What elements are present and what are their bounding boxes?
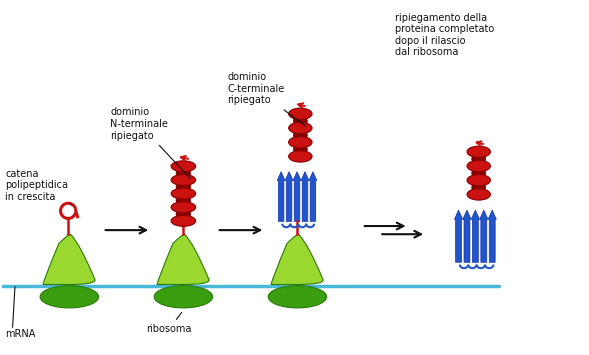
Ellipse shape <box>171 215 196 226</box>
Ellipse shape <box>40 286 98 308</box>
Ellipse shape <box>176 209 191 219</box>
Ellipse shape <box>176 168 191 178</box>
Ellipse shape <box>171 202 196 213</box>
Ellipse shape <box>472 168 486 178</box>
Ellipse shape <box>289 108 312 120</box>
FancyArrow shape <box>471 210 479 262</box>
Ellipse shape <box>176 196 191 205</box>
Text: mRNA: mRNA <box>5 329 35 339</box>
FancyArrow shape <box>293 172 301 222</box>
PathPatch shape <box>271 234 323 284</box>
FancyArrow shape <box>277 172 285 222</box>
Ellipse shape <box>293 130 307 140</box>
Ellipse shape <box>289 137 312 148</box>
PathPatch shape <box>43 234 95 284</box>
Ellipse shape <box>467 175 491 186</box>
PathPatch shape <box>157 234 209 284</box>
Ellipse shape <box>472 182 486 192</box>
Ellipse shape <box>289 122 312 134</box>
Ellipse shape <box>293 116 307 126</box>
Ellipse shape <box>171 161 196 172</box>
Ellipse shape <box>472 154 486 164</box>
FancyArrow shape <box>488 210 497 262</box>
Ellipse shape <box>289 151 312 162</box>
Ellipse shape <box>154 286 213 308</box>
Text: dominio
C-terminale
ripiegato: dominio C-terminale ripiegato <box>227 72 306 126</box>
FancyArrow shape <box>454 210 463 262</box>
Ellipse shape <box>176 182 191 192</box>
Text: ripiegamento della
proteina completato
dopo il rilascio
dal ribosoma: ripiegamento della proteina completato d… <box>395 13 494 58</box>
FancyArrow shape <box>479 210 488 262</box>
Text: ribosoma: ribosoma <box>146 312 191 334</box>
FancyArrow shape <box>463 210 471 262</box>
Text: dominio
N-terminale
ripiegato: dominio N-terminale ripiegato <box>110 107 190 179</box>
Ellipse shape <box>293 144 307 154</box>
Text: catena
polipeptidica
in crescita: catena polipeptidica in crescita <box>5 169 72 205</box>
Ellipse shape <box>467 189 491 200</box>
Ellipse shape <box>171 188 196 199</box>
FancyArrow shape <box>301 172 309 222</box>
Ellipse shape <box>171 174 196 185</box>
FancyArrow shape <box>285 172 293 222</box>
Ellipse shape <box>467 146 491 158</box>
FancyArrow shape <box>309 172 317 222</box>
Ellipse shape <box>268 286 327 308</box>
Ellipse shape <box>467 160 491 172</box>
